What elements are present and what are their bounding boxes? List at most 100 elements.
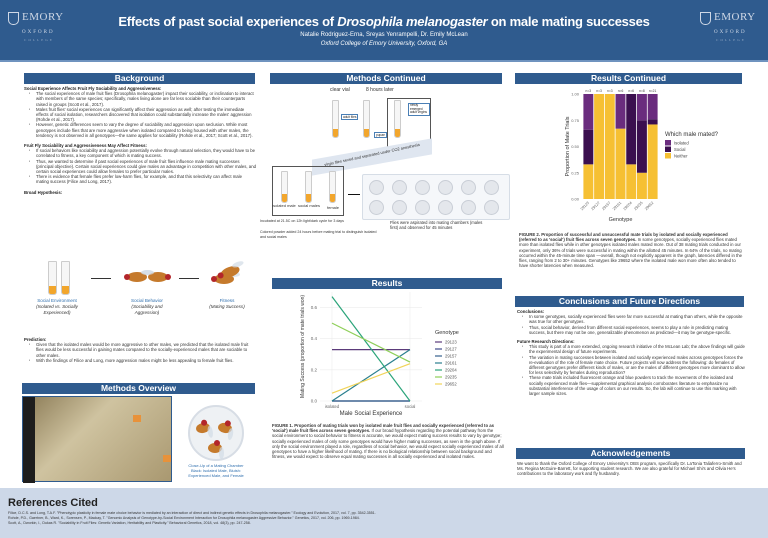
bar-segment-isolated [583, 94, 594, 130]
references-header: References Cited [8, 497, 98, 509]
legend-swatch [665, 140, 671, 146]
reference-item: Filice, D.C.S. and Long, T.A.F. "Phenoty… [8, 511, 376, 515]
poster-header: EMORY OXFORD COLLEGE Effects of past socia… [0, 0, 768, 62]
y-tick-label: 0.2 [311, 367, 318, 372]
hypothesis-social-behavior: Social Behavior (Sociability and Aggressi… [131, 298, 163, 315]
mating-chamber-plate [362, 174, 510, 220]
x-axis-label: Genotype [609, 217, 633, 223]
bar-n-label: n=6 [618, 89, 624, 93]
affiliation: Oxford College of Emory University, Oxfo… [320, 41, 448, 47]
legend-swatch [665, 146, 671, 152]
y-tick-label: 0.50 [571, 144, 580, 149]
methods-diagram: clear vial 8 hours later adult flies pup… [260, 86, 514, 246]
y-tick-label: 0.6 [311, 305, 318, 310]
legend-title: Which male mated? [665, 132, 719, 138]
prediction-text: Prediction: Given that the isolated male… [24, 337, 256, 363]
mating-chamber-photo [22, 396, 172, 483]
x-tick-label: 29204 [623, 201, 633, 211]
x-tick-label: 29235 [633, 201, 643, 211]
bar-n-label: n=21 [649, 89, 657, 93]
bar-n-label: n=6 [628, 89, 634, 93]
hypothesis-fitness: Fitness (Mating Success) [209, 298, 245, 309]
legend-label: Isolated [674, 140, 689, 145]
x-tick-label: 29157 [601, 201, 611, 211]
arrow-icon [91, 278, 111, 279]
figure-2-caption: FIGURE 2. Proportion of successful and u… [519, 232, 743, 269]
methods-continued-header: Methods Continued [270, 73, 502, 84]
conclusions-text: Conclusions: In some genotypes, socially… [517, 309, 745, 396]
bar-segment-neither [604, 94, 615, 199]
bar-segment-neither [647, 124, 658, 199]
bar-segment-neither [626, 164, 637, 199]
methods-overview-header: Methods Overview [22, 383, 255, 394]
conclusions-header: Conclusions and Future Directions [515, 296, 744, 307]
background-header: Background [24, 73, 255, 84]
x-tick-label: isolated [325, 404, 340, 409]
series-line-29235 [331, 322, 411, 363]
references-section: References Cited Filice, D.C.S. and Long… [8, 497, 508, 526]
legend-label: 29161 [445, 361, 457, 366]
legend-label: 29204 [445, 368, 457, 373]
series-line-29204 [331, 296, 411, 402]
poster-title: Effects of past social experiences of Dr… [118, 14, 650, 29]
bar-n-label: n=3 [596, 89, 602, 93]
results-header: Results [272, 278, 502, 289]
vial-image [48, 261, 57, 295]
bar-n-label: n=3 [586, 89, 592, 93]
legend-label: 29123 [445, 340, 457, 345]
bar-segment-social [583, 129, 594, 165]
legend-label: 29652 [445, 382, 457, 387]
vial-image [394, 100, 401, 138]
bar-segment-isolated [615, 94, 626, 129]
vial-image [363, 100, 370, 138]
authors: Natalie Rodriguez-Erna, Sreyas Yenrampel… [300, 32, 468, 38]
reference-item: Scott, A., Dworkin, I., Dukas R. "Sociab… [8, 521, 251, 525]
footer-band [0, 488, 768, 538]
y-axis-label: Proportion of Mate Trials [565, 116, 571, 176]
bar-segment-neither [636, 172, 647, 199]
legend-title: Genotype [435, 330, 459, 336]
bar-n-label: n=8 [639, 89, 645, 93]
legend-label: 29235 [445, 375, 457, 380]
x-tick-label: 29652 [644, 201, 654, 211]
series-line-29161 [331, 349, 411, 402]
series-line-29652 [331, 363, 411, 394]
x-tick-label: social [405, 404, 416, 409]
vial-image [61, 261, 70, 295]
y-tick-label: 0.4 [311, 336, 318, 341]
arrow-icon [348, 194, 360, 195]
broad-hypothesis-diagram: Social Environment (Isolated vs. Socially… [24, 258, 256, 328]
y-tick-label: 1.00 [571, 92, 580, 97]
legend-label: Neither [674, 153, 688, 158]
acknowledgements-text: We want to thank the Oxford College of E… [517, 461, 745, 477]
plot-area [320, 292, 422, 401]
background-text: Social Experience Affects Fruit Fly Soci… [24, 86, 256, 195]
mate-trials-stacked-bar-chart: 0.00 0.25 0.50 0.75 1.00 n=3 29123 n=3 29127 n=3 2… [565, 89, 719, 223]
bar-segment-neither [594, 94, 605, 199]
acknowledgements-header: Acknowledgements [516, 448, 745, 459]
legend-swatch [665, 153, 671, 159]
emory-oxford-logo-right: EMORY OXFORD COLLEGE [700, 10, 760, 52]
x-tick-label: 29127 [591, 201, 601, 211]
y-axis-label: Mating Success (proportion of mate trial… [300, 295, 306, 398]
hypothesis-social-environment: Social Environment (Isolated vs. Socially… [36, 298, 78, 315]
y-tick-label: 0.25 [571, 170, 580, 175]
figure-1-caption: FIGURE 1. Proportion of mating trials wo… [272, 423, 504, 460]
x-tick-label: 29123 [580, 201, 590, 211]
bar-segment-neither [583, 164, 594, 199]
closeup-caption: Close-Up of a Mating Chamber Black: Isola… [188, 463, 244, 478]
x-axis-label: Male Social Experience [340, 411, 403, 417]
legend-label: 29127 [445, 347, 457, 352]
bar-segment-social [647, 119, 658, 125]
x-tick-label: 29161 [612, 201, 622, 211]
mating-chamber-closeup [188, 405, 244, 461]
y-tick-label: 0.0 [311, 399, 318, 404]
legend-label: Social [674, 147, 685, 152]
bar-segment-neither [615, 128, 626, 199]
bar-segment-isolated [647, 94, 658, 120]
legend-label: 29157 [445, 354, 457, 359]
results-continued-header: Results Continued [515, 73, 742, 84]
bar-segment-isolated [636, 94, 647, 121]
reference-item: Rohde, P.D., Gaertner, B., Ward, K., Sor… [8, 516, 360, 520]
